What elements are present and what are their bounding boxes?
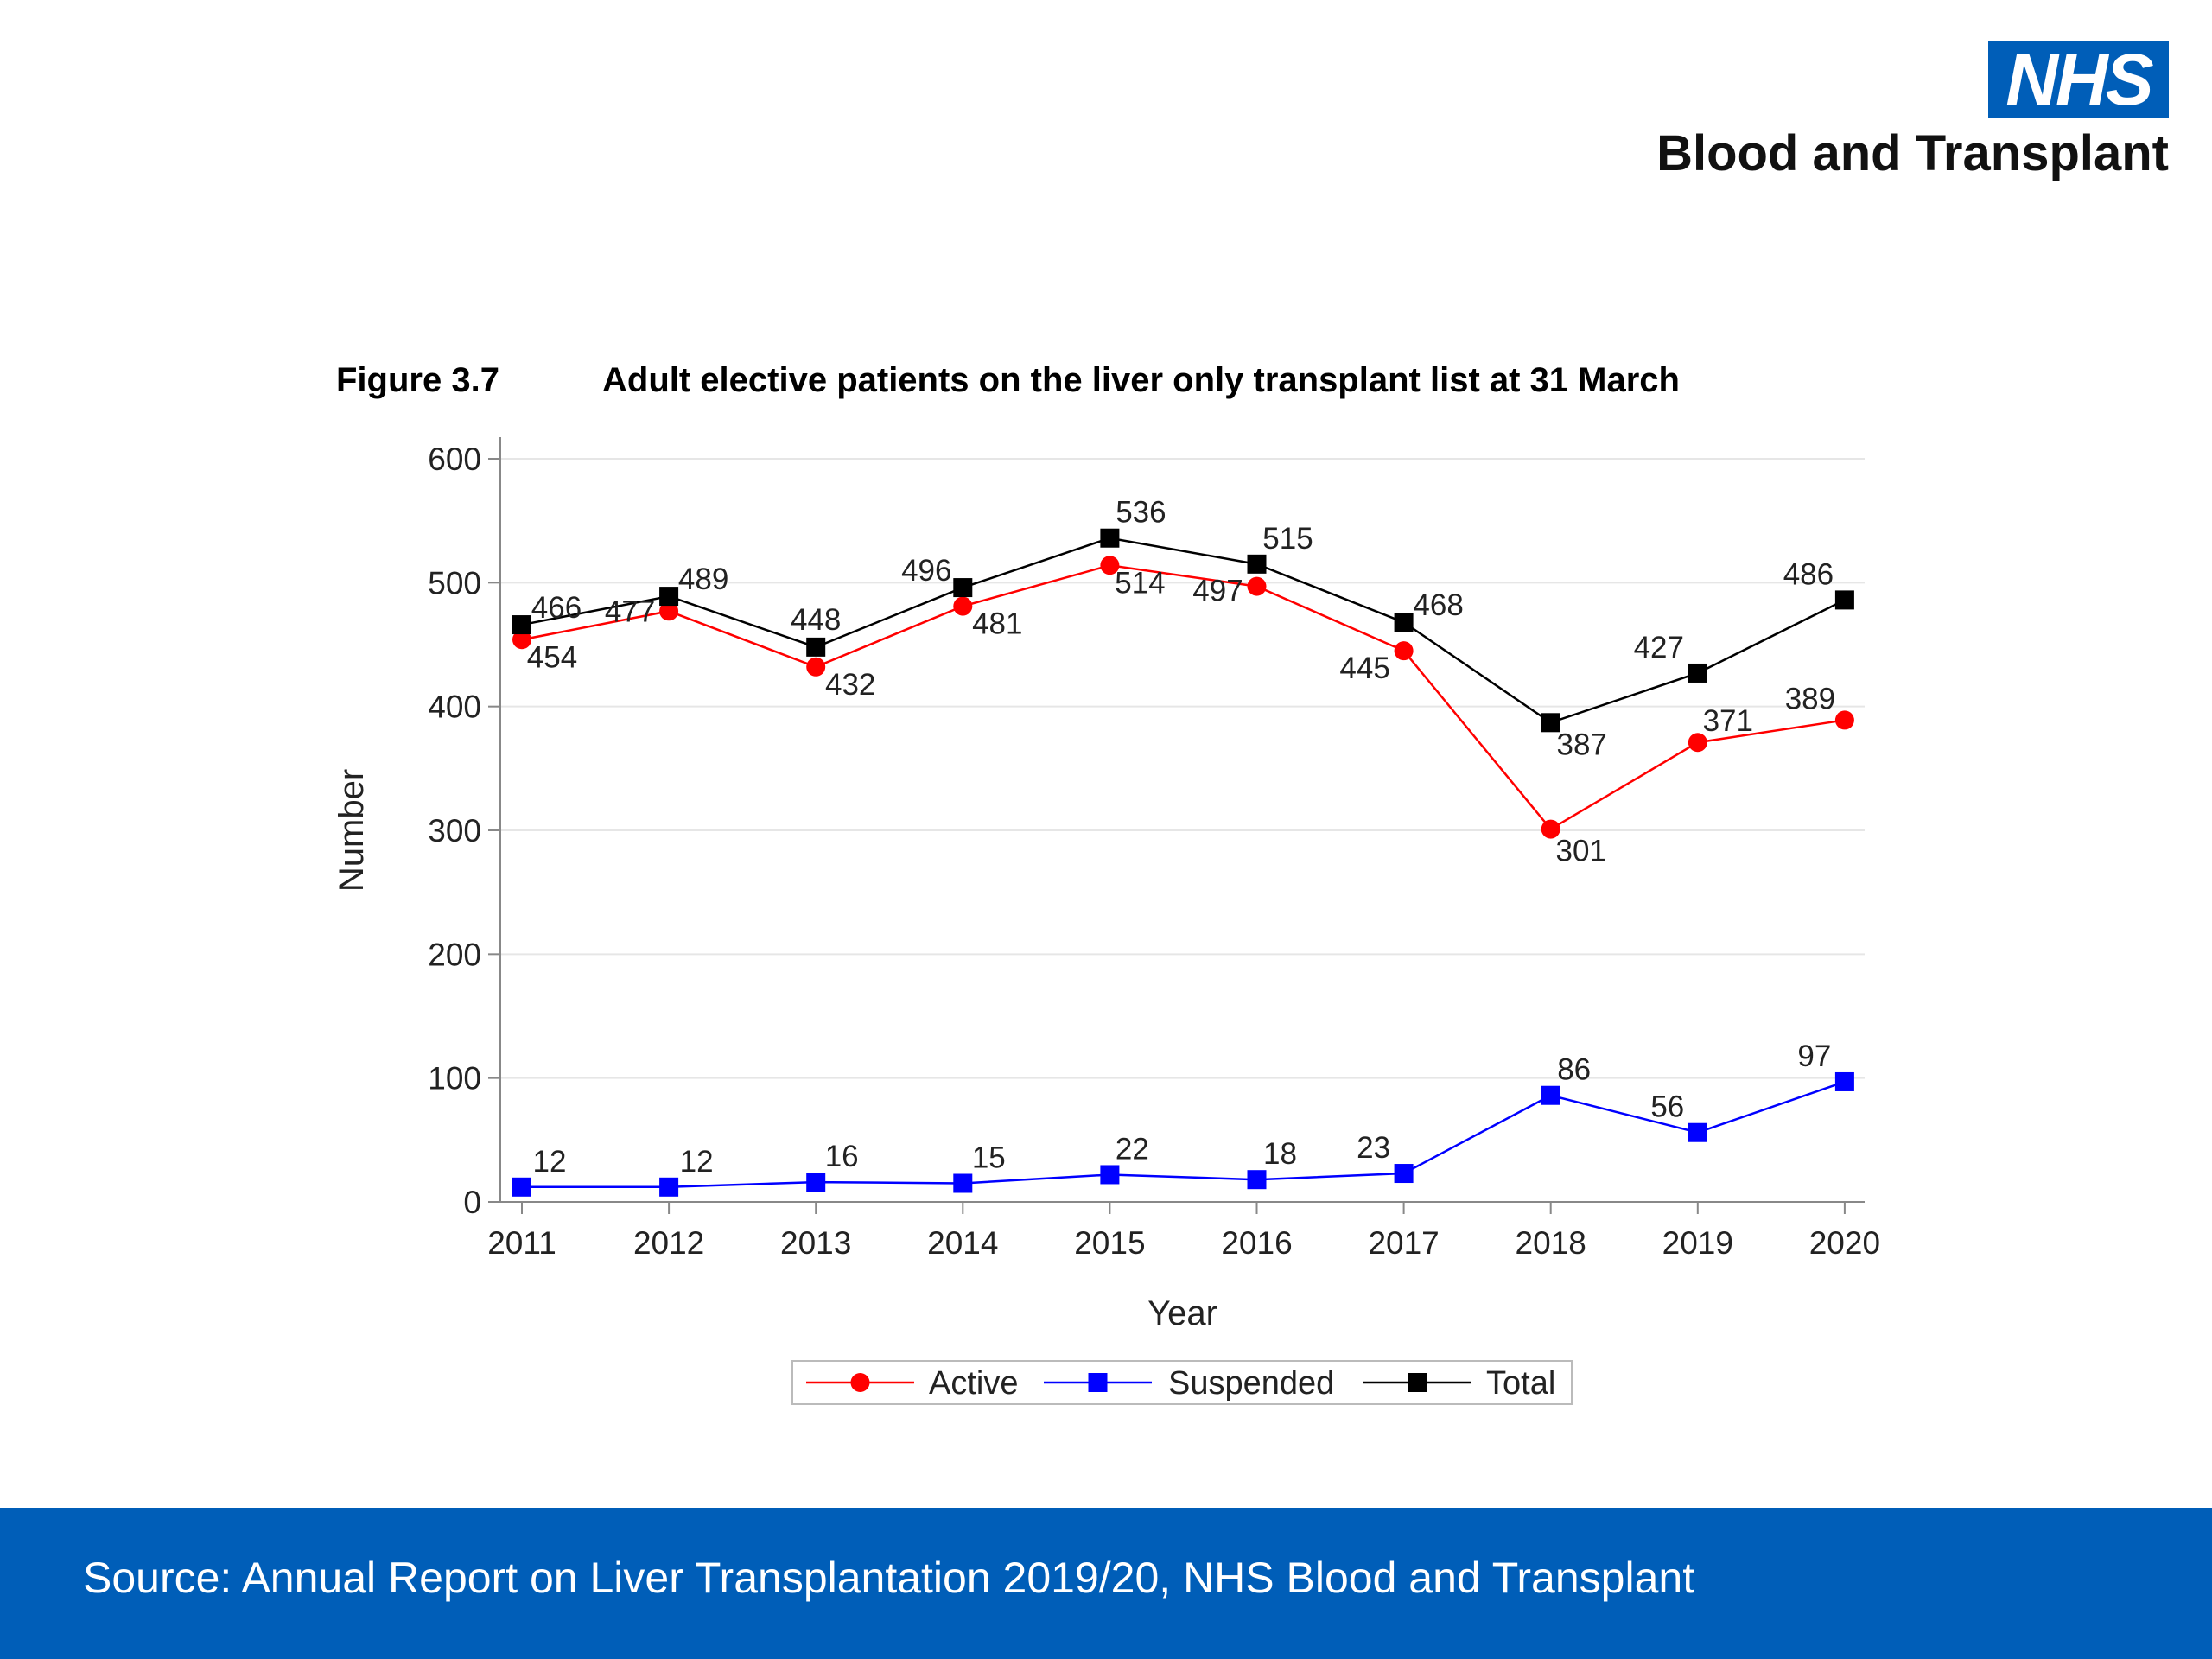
active-point — [1100, 556, 1120, 575]
y-tick-label: 600 — [428, 442, 481, 477]
active-data-label: 371 — [1703, 704, 1753, 738]
y-tick-label: 200 — [428, 937, 481, 972]
active-data-label: 477 — [605, 594, 655, 628]
x-tick-label: 2011 — [487, 1225, 556, 1261]
active-data-label: 514 — [1115, 566, 1165, 600]
total-point — [953, 578, 973, 598]
total-point — [1100, 528, 1120, 548]
total-series-line — [521, 537, 1846, 724]
suspended-point — [1100, 1165, 1120, 1185]
y-tick-label: 100 — [428, 1061, 481, 1096]
active-point — [806, 657, 826, 677]
suspended-data-label: 86 — [1557, 1053, 1591, 1087]
active-data-label: 497 — [1192, 575, 1243, 608]
legend-total-label: Total — [1486, 1365, 1555, 1402]
active-point — [1688, 733, 1707, 753]
active-point — [659, 601, 679, 621]
active-point — [1834, 710, 1854, 730]
suspended-data-label: 22 — [1116, 1132, 1149, 1166]
figure-title: Adult elective patients on the liver onl… — [602, 361, 1680, 399]
total-data-label: 489 — [678, 563, 728, 596]
x-tick-label: 2019 — [1662, 1225, 1733, 1261]
nhs-logo: NHS Blood and Transplant — [1656, 41, 2169, 182]
active-data-label: 481 — [972, 607, 1022, 641]
total-data-label: 448 — [791, 603, 841, 637]
suspended-data-label: 16 — [825, 1140, 859, 1173]
line-chart: 0 100 200 300 400 500 600 2011 2012 2013 2014 2015 2… — [333, 437, 1880, 1405]
footer-bar: Source: Annual Report on Liver Transplan… — [0, 1508, 2212, 1659]
suspended-point — [1834, 1071, 1854, 1091]
suspended-data-label: 18 — [1263, 1137, 1297, 1171]
suspended-point — [953, 1173, 973, 1193]
suspended-data-label: 15 — [972, 1141, 1006, 1175]
suspended-point — [1541, 1085, 1560, 1105]
total-data-label: 466 — [531, 591, 582, 625]
legend-total-marker — [1408, 1373, 1427, 1392]
total-point — [659, 587, 679, 607]
total-point — [1688, 663, 1707, 683]
active-data-label: 432 — [825, 668, 875, 702]
figure-number: Figure 3.7 — [336, 361, 499, 399]
x-tick-label: 2013 — [780, 1225, 851, 1261]
x-tick-label: 2017 — [1368, 1225, 1439, 1261]
suspended-point — [1688, 1122, 1707, 1142]
suspended-data-label: 97 — [1797, 1039, 1831, 1073]
total-data-label: 496 — [901, 554, 951, 588]
total-point — [1541, 713, 1560, 733]
x-axis-title: Year — [1147, 1294, 1217, 1332]
suspended-point — [1394, 1164, 1414, 1184]
x-tick-label: 2015 — [1074, 1225, 1145, 1261]
total-data-label: 515 — [1262, 522, 1313, 556]
active-point — [953, 596, 973, 616]
legend-suspended-marker — [1088, 1373, 1108, 1392]
organisation-name: Blood and Transplant — [1656, 125, 2169, 181]
legend-active-marker — [850, 1373, 870, 1392]
total-point — [1247, 554, 1267, 574]
x-tick-label: 2012 — [633, 1225, 704, 1261]
active-data-label: 445 — [1339, 652, 1389, 685]
total-data-label: 536 — [1116, 496, 1166, 530]
active-point — [512, 630, 531, 650]
active-data-label: 454 — [527, 640, 577, 674]
active-series-line — [521, 563, 1846, 831]
total-point — [1834, 590, 1854, 610]
total-data-label: 387 — [1556, 728, 1606, 761]
suspended-data-label: 56 — [1650, 1090, 1684, 1124]
x-tick-label: 2020 — [1809, 1225, 1880, 1261]
total-data-label: 468 — [1413, 588, 1463, 622]
suspended-point — [806, 1173, 826, 1192]
total-point — [512, 615, 531, 635]
y-tick-label: 500 — [428, 565, 481, 601]
total-point — [1394, 613, 1414, 632]
suspended-series-line — [522, 1080, 1846, 1189]
active-point — [1394, 641, 1414, 661]
x-tick-label: 2016 — [1221, 1225, 1292, 1261]
legend-active-label: Active — [929, 1365, 1018, 1402]
y-tick-label: 300 — [428, 813, 481, 849]
y-tick-label: 400 — [428, 690, 481, 725]
y-tick-label: 0 — [463, 1185, 481, 1220]
active-data-label: 301 — [1555, 835, 1605, 868]
suspended-point — [512, 1177, 531, 1197]
total-data-label: 427 — [1634, 631, 1684, 664]
suspended-data-label: 12 — [533, 1145, 567, 1179]
suspended-data-label: 12 — [680, 1145, 714, 1179]
legend-suspended-label: Suspended — [1168, 1365, 1334, 1402]
suspended-data-label: 23 — [1357, 1131, 1390, 1165]
source-note: Source: Annual Report on Liver Transplan… — [83, 1554, 1695, 1602]
active-point — [1247, 576, 1267, 596]
active-data-label: 389 — [1785, 682, 1835, 715]
total-point — [806, 637, 826, 657]
active-point — [1541, 819, 1560, 839]
suspended-point — [659, 1177, 679, 1197]
x-tick-label: 2018 — [1516, 1225, 1586, 1261]
y-axis-title: Number — [333, 769, 371, 892]
total-data-label: 486 — [1783, 557, 1834, 591]
x-tick-label: 2014 — [927, 1225, 998, 1261]
suspended-point — [1247, 1170, 1267, 1190]
nhs-logo-mark: NHS — [1988, 41, 2169, 118]
